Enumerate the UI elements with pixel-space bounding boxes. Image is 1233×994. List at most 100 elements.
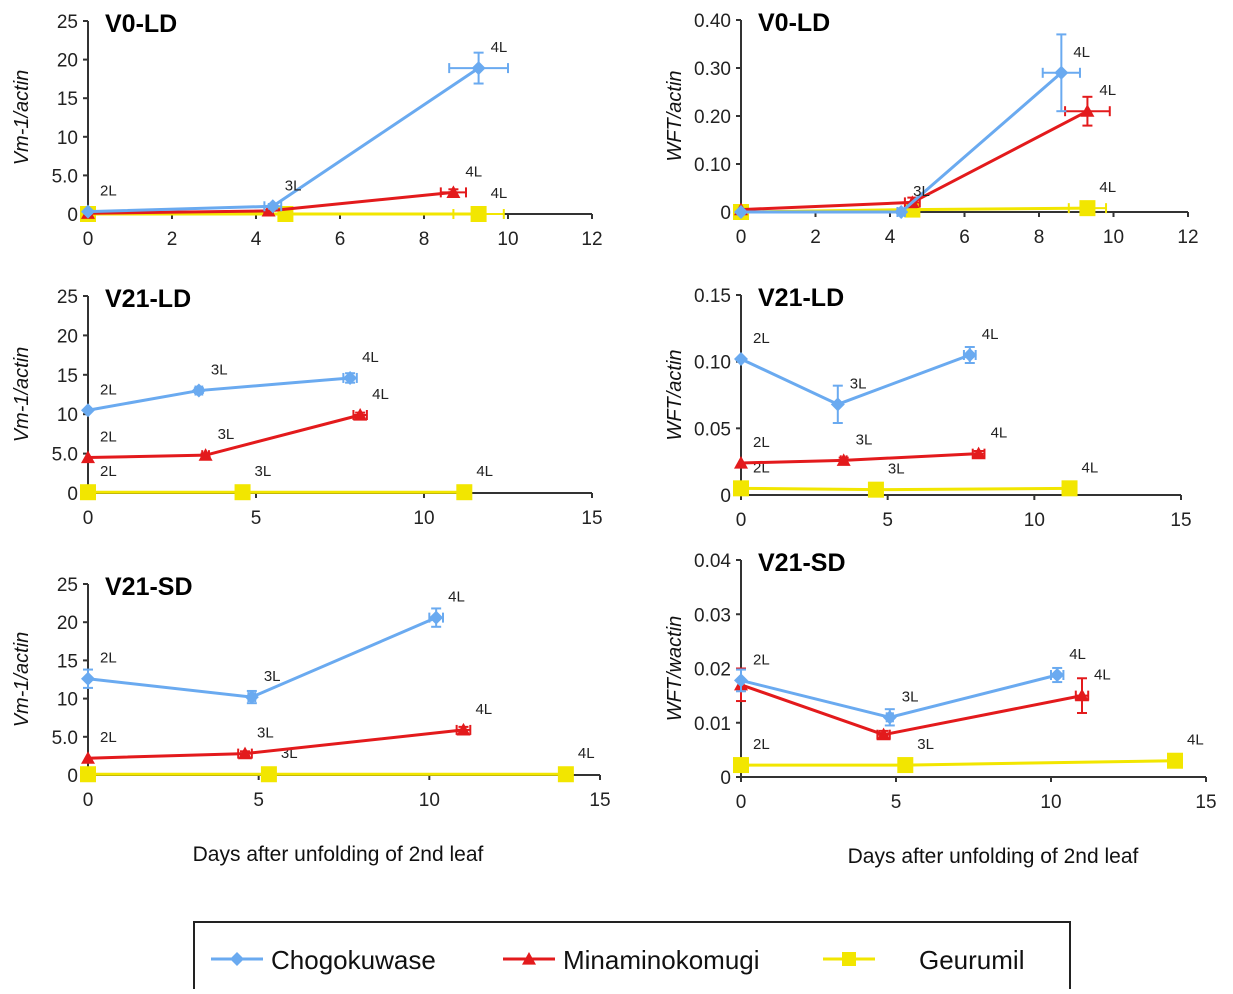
data-point	[238, 746, 253, 760]
y-tick-label: 15	[57, 651, 78, 672]
y-tick-label: 0.10	[694, 353, 731, 374]
data-point	[234, 484, 251, 501]
data-point	[353, 407, 368, 421]
y-tick-label: 20	[57, 326, 78, 347]
point-label: 2L	[753, 736, 770, 753]
series-chogokuwase: 2L 3L 4L	[81, 589, 465, 705]
data-point	[456, 722, 471, 736]
series-minaminokomugi: 4L	[734, 667, 1111, 741]
series-chogokuwase: 3L 4L	[734, 33, 1090, 219]
point-label: 2L	[753, 434, 770, 451]
point-label: 4L	[476, 463, 493, 480]
point-label: 2L	[100, 463, 117, 480]
point-label: 4L	[372, 386, 389, 403]
point-label: 3L	[856, 431, 873, 448]
y-tick-label: 0	[720, 486, 731, 507]
series-line	[87, 376, 351, 412]
y-tick-label: 10	[57, 690, 78, 711]
series-minaminokomugi: 2L 3L 4L	[81, 701, 492, 764]
y-axis-label: WFT/wactin	[664, 616, 686, 722]
x-axis-label: Days after unfolding of 2nd leaf	[848, 845, 1139, 868]
y-axis-label: Vm-1/actin	[11, 347, 33, 443]
x-tick-label: 0	[736, 227, 747, 248]
series-chogokuwase: 2L 3L 4L	[81, 349, 379, 418]
x-tick-label: 0	[736, 510, 747, 531]
chart-panel-4: 0 0.05 0.10 0.15 0 5 10 15 V21-LD WFT/actin 2L 3L 4L…	[664, 284, 1192, 531]
legend-marker	[522, 952, 536, 965]
legend: Chogokuwase Minaminokomugi Geurumil	[193, 921, 1071, 989]
legend-entry-minaminokomugi: Minaminokomugi	[503, 945, 760, 975]
data-point	[734, 456, 748, 469]
x-tick-label: 15	[1170, 510, 1191, 531]
x-axis-label: Days after unfolding of 2nd leaf	[193, 843, 484, 866]
point-label: 4L	[1099, 179, 1116, 196]
x-tick-label: 0	[83, 229, 94, 250]
data-point	[894, 205, 909, 219]
point-label: 4L	[491, 185, 508, 202]
y-tick-label: 0	[720, 203, 731, 224]
y-tick-label: 20	[57, 613, 78, 634]
point-label: 2L	[100, 650, 117, 667]
point-label: 4L	[991, 425, 1008, 442]
chart-panel-3: 0 5.0 10 15 20 25 0 5 10 15 V21-LD Vm-1/actin 2L 3L 4L…	[11, 285, 603, 529]
y-tick-label: 0.01	[694, 714, 731, 735]
y-tick-label: 5.0	[52, 728, 78, 749]
x-tick-label: 4	[885, 227, 896, 248]
data-point	[343, 370, 358, 385]
y-tick-label: 5.0	[52, 445, 78, 466]
point-label: 2L	[100, 183, 117, 200]
point-label: 3L	[255, 463, 272, 480]
y-axis-label: Vm-1/actin	[11, 70, 33, 166]
point-label: 4L	[1094, 667, 1111, 684]
data-point	[80, 484, 96, 501]
y-tick-label: 0.15	[694, 286, 731, 307]
point-label: 4L	[491, 39, 508, 56]
y-tick-label: 0.10	[694, 155, 731, 176]
y-tick-label: 25	[57, 12, 78, 33]
y-axis-label: WFT/actin	[664, 349, 686, 440]
panel-title: V0-LD	[758, 9, 830, 37]
data-point	[1054, 65, 1069, 80]
x-tick-label: 8	[1034, 227, 1045, 248]
x-tick-label: 5	[253, 790, 264, 811]
y-tick-label: 5.0	[52, 166, 78, 187]
y-tick-label: 25	[57, 575, 78, 596]
point-label: 3L	[285, 177, 302, 194]
x-tick-label: 0	[83, 790, 94, 811]
x-tick-label: 15	[589, 790, 610, 811]
panel-title: V21-LD	[105, 285, 191, 313]
data-point	[80, 766, 96, 783]
data-point	[81, 751, 95, 764]
x-tick-label: 10	[497, 229, 518, 250]
point-label: 3L	[257, 725, 274, 742]
x-tick-label: 10	[419, 790, 440, 811]
data-point	[1050, 668, 1065, 683]
y-tick-label: 0	[720, 768, 731, 789]
y-tick-label: 0.04	[694, 551, 731, 572]
data-point	[734, 673, 748, 688]
series-line	[740, 486, 1070, 492]
point-label: 3L	[850, 375, 867, 392]
data-point	[867, 481, 884, 498]
legend-marker	[230, 952, 244, 966]
data-point	[261, 203, 276, 217]
x-tick-label: 6	[335, 229, 346, 250]
legend-marker	[842, 952, 856, 966]
x-tick-label: 12	[1177, 227, 1198, 248]
legend-label: Minaminokomugi	[563, 945, 760, 975]
point-label: 4L	[362, 349, 379, 366]
data-point	[557, 766, 574, 783]
point-label: 4L	[578, 745, 595, 762]
data-point	[962, 348, 977, 362]
data-point	[81, 450, 95, 464]
y-tick-label: 0	[67, 205, 78, 226]
point-label: 3L	[218, 426, 235, 443]
point-label: 3L	[888, 461, 905, 478]
series-line	[87, 728, 464, 760]
series-line	[741, 71, 1063, 214]
series-line	[741, 759, 1176, 767]
legend-graphic: Chogokuwase Minaminokomugi Geurumil	[211, 945, 1024, 975]
x-tick-label: 15	[1195, 792, 1216, 813]
data-point	[1080, 104, 1095, 117]
